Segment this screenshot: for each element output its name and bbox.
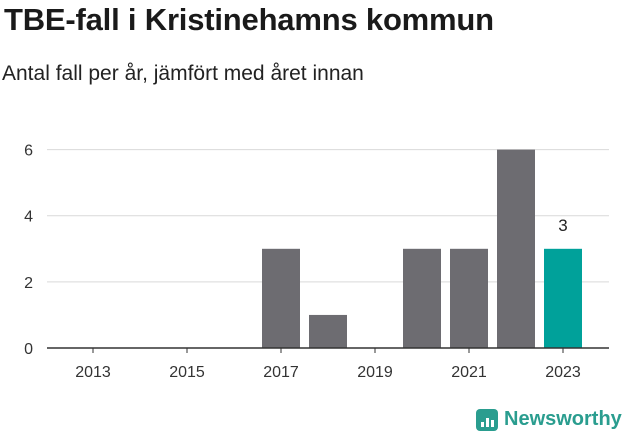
newsworthy-brand[interactable]: Newsworthy: [476, 408, 622, 431]
x-tick-label: 2021: [451, 364, 487, 381]
bar-chart: 0 2 4 6 2013 2015 2017 2019 2021 2023 3: [24, 143, 609, 381]
newsworthy-logo-icon: [476, 408, 498, 431]
chart-subtitle: Antal fall per år, jämfört med året inna…: [2, 62, 364, 85]
x-tick-label: 2023: [545, 364, 581, 381]
x-tick-label: 2015: [169, 364, 205, 381]
bar-2020: [403, 248, 441, 348]
x-tick-label: 2017: [263, 364, 299, 381]
y-tick-label: 4: [24, 209, 33, 226]
bar-2022: [497, 149, 535, 348]
data-label: 3: [558, 216, 567, 235]
chart-title: TBE-fall i Kristinehamns kommun: [4, 2, 494, 37]
bar-2021: [450, 248, 488, 348]
bar-2017: [262, 248, 300, 348]
brand-name: Newsworthy: [504, 408, 622, 430]
bar-2023: [544, 248, 582, 348]
y-tick-label: 0: [24, 341, 33, 358]
y-tick-label: 2: [24, 275, 33, 292]
x-tick-label: 2019: [357, 364, 393, 381]
x-tick-label: 2013: [75, 364, 111, 381]
bar-2018: [309, 314, 347, 348]
y-tick-label: 6: [24, 143, 33, 160]
